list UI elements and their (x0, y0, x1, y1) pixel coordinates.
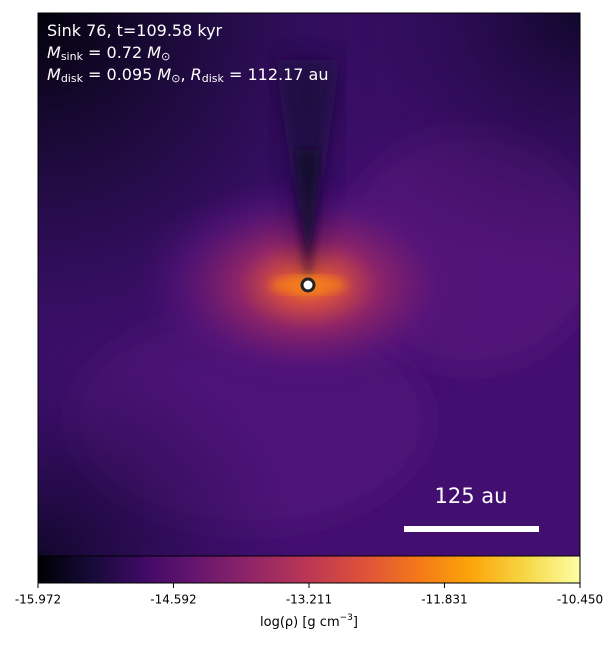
scale-bar-label: 125 au (435, 484, 508, 508)
subscript: disk (202, 72, 225, 85)
annotation: Mdisk = 0.095 M⊙, Rdisk = 112.17 au (47, 65, 328, 86)
label-part: log(ρ) [g cm (260, 615, 340, 630)
annotation-part: M (47, 65, 61, 84)
sink-marker (300, 277, 316, 293)
annotation: Sink 76, t=109.58 kyr (47, 21, 223, 40)
annotation-part: Sink 76, t=109.58 kyr (47, 21, 223, 40)
annotation: Msink = 0.72 M⊙ (47, 43, 170, 64)
density-map (38, 13, 580, 556)
annotation-part: , R (180, 65, 201, 84)
tick-label: -14.592 (150, 593, 196, 607)
colorbar-label: log(ρ) [g cm−3] (260, 613, 358, 630)
annotation-part: = 0.72 M (83, 43, 161, 62)
colorbar (37, 555, 581, 584)
annotation-part: = 112.17 au (224, 65, 329, 84)
annotation-part: M (47, 43, 61, 62)
tick-label: -15.972 (15, 593, 61, 607)
subscript: disk (61, 72, 84, 85)
subscript: sink (61, 50, 84, 63)
annotation-part: = 0.095 M (83, 65, 171, 84)
tick-label: -11.831 (421, 593, 467, 607)
subscript: ⊙ (171, 72, 180, 85)
superscript: −3 (340, 613, 353, 623)
subscript: ⊙ (161, 50, 170, 63)
tick-label: -13.211 (286, 593, 332, 607)
colorbar-ticks: -15.972 -14.592 -13.211 -11.831 -10.450 (15, 583, 603, 607)
tick-label: -10.450 (557, 593, 603, 607)
label-part: ] (353, 615, 358, 630)
